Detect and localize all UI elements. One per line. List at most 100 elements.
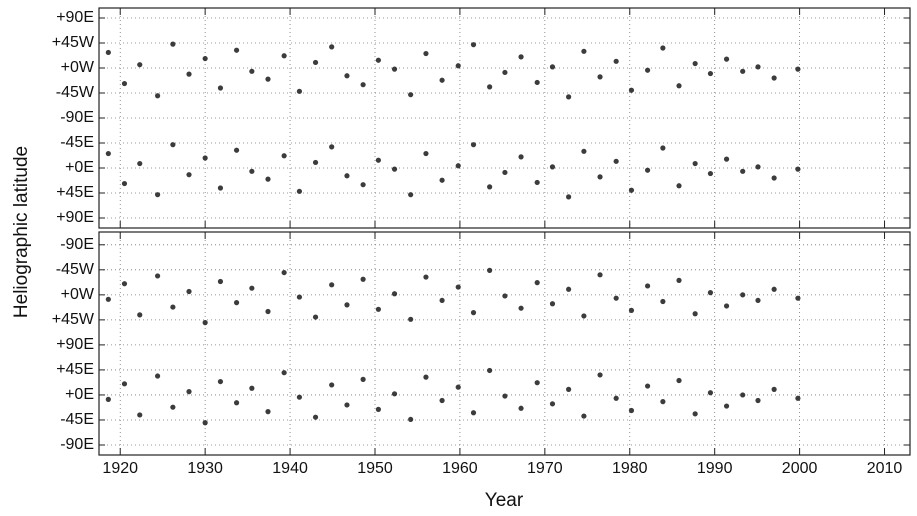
data-point — [566, 286, 572, 292]
data-point — [360, 82, 366, 88]
data-point — [455, 163, 461, 169]
data-point — [676, 183, 682, 189]
data-point — [470, 142, 477, 148]
data-point — [566, 194, 572, 200]
data-point — [692, 60, 698, 67]
data-point — [707, 290, 714, 296]
y-tick-label: +0E — [65, 159, 94, 176]
y-tick-label: +90E — [56, 9, 94, 26]
data-point — [249, 68, 255, 74]
data-point — [534, 79, 540, 86]
y-tick-label: -45E — [60, 134, 94, 151]
data-point — [170, 41, 176, 47]
data-point — [707, 170, 714, 177]
y-tick-label: +45W — [52, 311, 95, 328]
data-point — [755, 297, 761, 304]
data-point — [597, 272, 603, 278]
data-point — [391, 291, 398, 297]
data-point — [170, 142, 176, 148]
y-tick-label: -90E — [60, 236, 94, 253]
data-point — [233, 300, 240, 306]
data-point — [723, 156, 730, 162]
plot-frame — [98, 231, 911, 456]
data-point — [296, 394, 303, 400]
data-point — [613, 58, 619, 64]
data-point — [692, 311, 698, 317]
data-point — [344, 73, 350, 79]
data-point — [105, 296, 111, 302]
data-point — [534, 280, 540, 286]
data-point — [233, 400, 240, 406]
x-tick-label: 2010 — [867, 460, 903, 477]
data-point — [470, 42, 477, 48]
data-point — [613, 295, 619, 301]
data-point — [329, 44, 335, 50]
data-point — [423, 50, 429, 57]
data-point — [202, 320, 208, 326]
data-point — [121, 180, 128, 187]
data-point — [723, 403, 730, 409]
data-point — [186, 389, 192, 395]
data-point — [613, 395, 619, 401]
data-point — [795, 166, 801, 172]
data-point — [296, 188, 303, 194]
data-point — [186, 71, 192, 77]
data-point — [487, 84, 493, 90]
data-point — [581, 313, 587, 319]
data-point — [423, 150, 429, 157]
data-point — [597, 174, 603, 180]
data-point — [502, 69, 508, 76]
y-tick-label: -45W — [56, 261, 95, 278]
data-point — [423, 374, 429, 380]
data-point — [455, 284, 461, 290]
data-point — [375, 406, 381, 412]
data-point — [375, 157, 381, 163]
y-axis-label: Heliographic latitude — [11, 146, 32, 318]
data-point — [312, 59, 319, 66]
data-point — [360, 182, 366, 188]
data-point — [265, 176, 271, 182]
y-tick-label: -90E — [60, 109, 94, 126]
data-point — [439, 397, 445, 404]
data-point — [740, 168, 746, 174]
data-point — [795, 395, 801, 401]
data-point — [723, 56, 730, 62]
data-point — [644, 283, 651, 289]
data-point — [534, 179, 540, 186]
data-point — [296, 294, 303, 300]
data-point — [249, 168, 255, 174]
data-point — [249, 285, 255, 291]
data-point — [644, 383, 651, 389]
data-point — [597, 74, 603, 80]
data-point — [186, 172, 192, 178]
data-point — [423, 274, 429, 280]
data-point — [137, 312, 143, 318]
data-point — [281, 53, 287, 59]
data-point — [707, 390, 714, 396]
data-point — [549, 401, 556, 407]
x-tick-label: 1930 — [187, 460, 223, 477]
data-point — [487, 267, 493, 273]
x-tick-label: 1960 — [442, 460, 478, 477]
data-point — [502, 169, 508, 176]
data-point — [360, 276, 366, 282]
x-tick-label: 2000 — [782, 460, 818, 477]
data-point — [549, 64, 556, 70]
data-point — [391, 391, 398, 397]
data-point — [265, 409, 271, 415]
data-point — [312, 159, 319, 166]
data-point — [344, 402, 350, 408]
x-tick-label: 1980 — [612, 460, 648, 477]
data-point — [628, 307, 635, 314]
data-point — [329, 144, 335, 150]
data-point — [249, 385, 255, 391]
data-point — [771, 386, 777, 392]
data-point — [170, 404, 176, 410]
data-point — [644, 167, 651, 173]
data-point — [391, 66, 398, 72]
data-point — [105, 49, 111, 56]
data-point — [137, 160, 143, 167]
data-point — [597, 372, 603, 378]
data-point — [692, 160, 698, 167]
x-tick-label: 1950 — [357, 460, 393, 477]
